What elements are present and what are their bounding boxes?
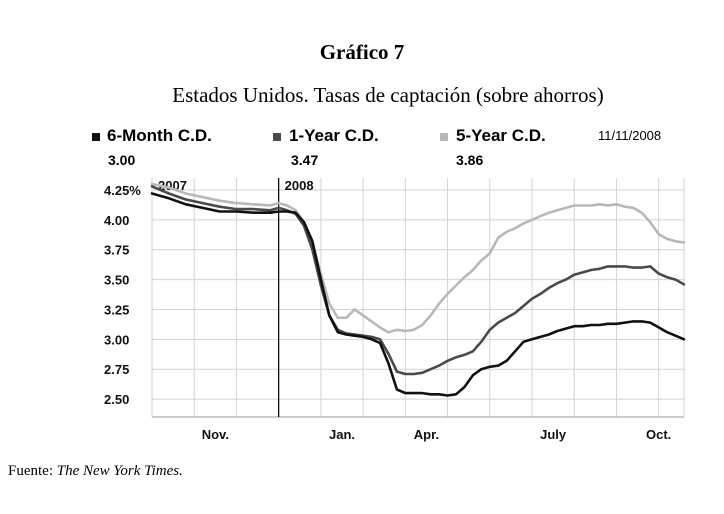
legend-label-6-month: 6-Month C.D. <box>107 126 212 145</box>
y-tick-label: 2.75 <box>104 362 129 377</box>
x-tick-label: Nov. <box>202 427 229 442</box>
legend-value-6-month: 3.00 <box>108 152 136 168</box>
x-tick-label: Jan. <box>329 427 355 442</box>
legend-label-1-year: 1-Year C.D. <box>289 126 379 145</box>
legend-value-1-year: 3.47 <box>291 152 319 168</box>
legend-swatch-5-year <box>440 133 448 141</box>
x-tick-label: Oct. <box>646 427 671 442</box>
legend-value-5-year: 3.86 <box>456 152 484 168</box>
source-name: The New York Times. <box>56 463 183 479</box>
source-note: Fuente: The New York Times. <box>8 463 183 480</box>
y-tick-label: 4.25% <box>104 183 141 198</box>
legend-label-5-year: 5-Year C.D. <box>456 126 546 145</box>
legend-swatch-1-year <box>273 133 281 141</box>
y-tick-label: 3.00 <box>104 332 129 347</box>
legend-swatch-6-month <box>92 133 100 141</box>
chart-date: 11/11/2008 <box>598 128 662 143</box>
x-tick-label: July <box>540 427 567 442</box>
figure-subtitle: Estados Unidos. Tasas de captación (sobr… <box>172 83 604 107</box>
y-tick-label: 3.25 <box>104 302 129 317</box>
series-line-6-month-c-d <box>150 192 686 397</box>
figure-title: Gráfico 7 <box>319 40 405 64</box>
series-line-1-year-c-d <box>150 185 686 376</box>
year-label: 2008 <box>285 178 314 193</box>
y-tick-label: 4.00 <box>104 213 129 228</box>
y-tick-label: 3.50 <box>104 273 129 288</box>
x-tick-label: Apr. <box>414 427 439 442</box>
y-tick-label: 2.50 <box>104 392 129 407</box>
series-line-5-year-c-d <box>150 182 686 334</box>
y-tick-label: 3.75 <box>104 243 129 258</box>
source-prefix: Fuente: <box>8 463 57 479</box>
year-label: 2007 <box>158 178 187 193</box>
